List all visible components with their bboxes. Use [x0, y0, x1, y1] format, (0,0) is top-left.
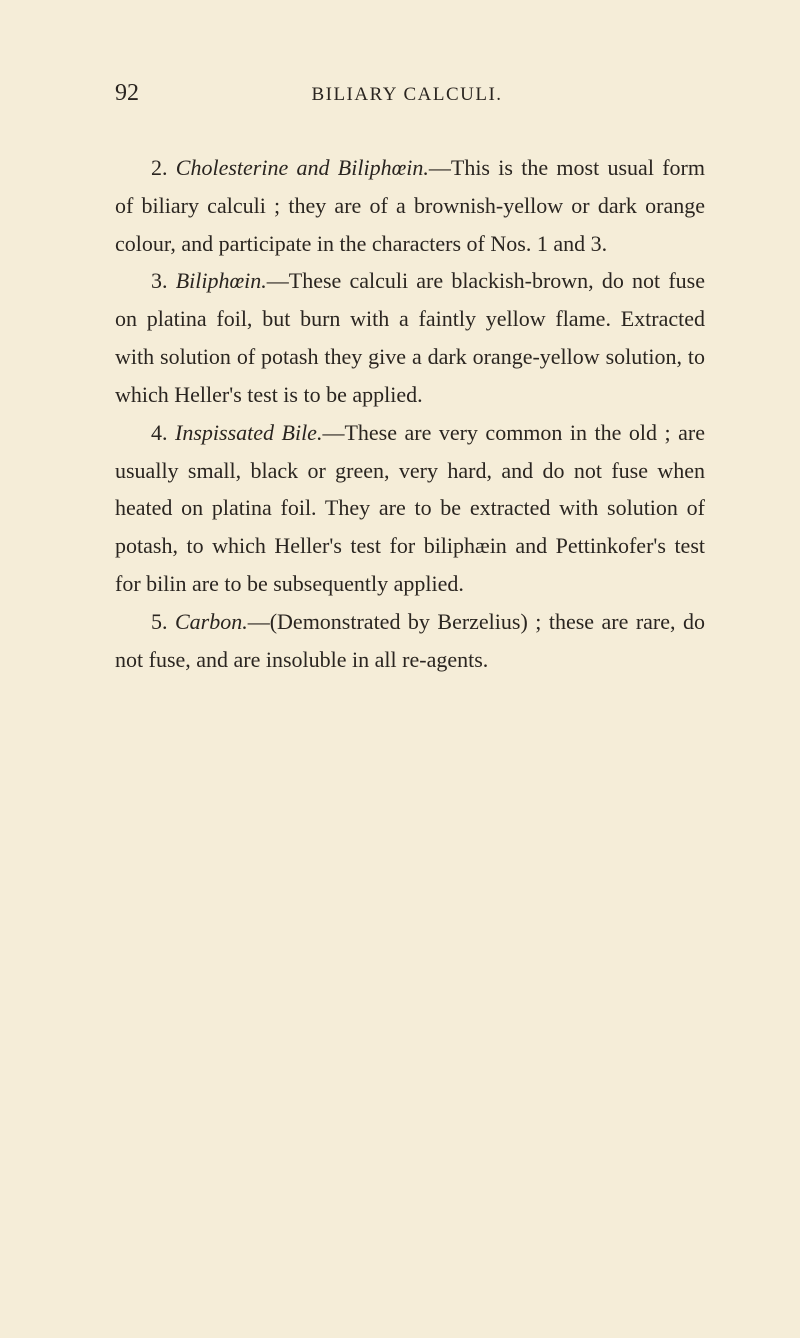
item-title: Cholesterine and Biliphœin.	[176, 155, 429, 180]
paragraph-2: 2. Cholesterine and Biliphœin.—This is t…	[115, 149, 705, 262]
paragraph-4: 4. Inspissated Bile.—These are very comm…	[115, 414, 705, 603]
item-number: 2.	[151, 155, 176, 180]
paragraph-3: 3. Biliphœin.—These calculi are blackish…	[115, 262, 705, 413]
running-title: BILIARY CALCULI.	[109, 84, 705, 106]
item-title: Biliphœin.	[176, 268, 267, 293]
item-number: 3.	[151, 268, 176, 293]
page-header: 92 BILIARY CALCULI.	[115, 80, 705, 107]
item-number: 5.	[151, 609, 175, 634]
paragraph-5: 5. Carbon.—(Demonstrated by Berzelius) ;…	[115, 603, 705, 679]
item-title: Carbon.	[175, 609, 248, 634]
item-title: Inspissated Bile.	[175, 420, 322, 445]
item-body: —These are very common in the old ; are …	[115, 420, 705, 596]
page-content: 2. Cholesterine and Biliphœin.—This is t…	[115, 149, 705, 679]
item-number: 4.	[151, 420, 175, 445]
